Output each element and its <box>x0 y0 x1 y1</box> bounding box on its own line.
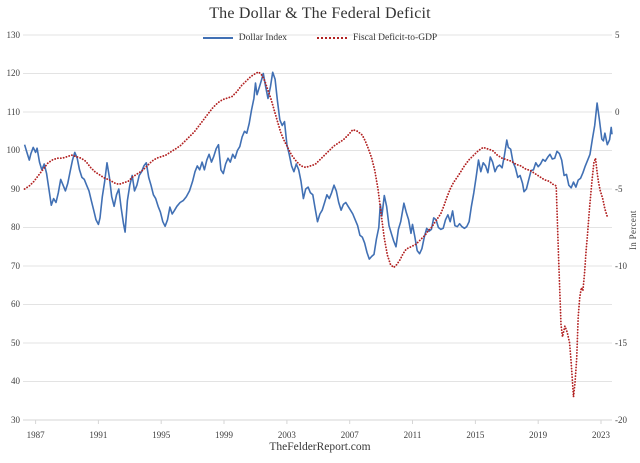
y-axis-label-left: 60 <box>11 299 20 309</box>
x-axis-label: 1991 <box>89 430 108 440</box>
legend-item-fiscal-deficit: Fiscal Deficit-to-GDP <box>317 33 437 43</box>
chart-title: The Dollar & The Federal Deficit <box>209 5 431 22</box>
y-axis-label-left: 120 <box>6 68 21 78</box>
x-axis-label: 2007 <box>340 430 359 440</box>
y-axis-label-right: 0 <box>615 106 620 117</box>
dollar-index-line-swatch-icon <box>202 37 233 39</box>
x-axis-label: 2011 <box>403 430 422 440</box>
fiscal-deficit-to-gdp-line <box>23 70 609 397</box>
y-axis-label-left: 110 <box>6 106 20 117</box>
right-axis-title: In Percent <box>628 210 638 250</box>
x-axis-label: 1999 <box>215 430 234 440</box>
x-axis-label: 1995 <box>152 430 171 440</box>
y-axis-label-right: -10 <box>615 260 627 271</box>
y-axis-label-right: 5 <box>615 29 620 40</box>
x-axis-label: 2003 <box>277 430 296 440</box>
y-axis-label-left: 70 <box>11 260 20 271</box>
x-axis-label: 2015 <box>466 430 485 440</box>
x-axis-label: 2023 <box>592 430 610 440</box>
y-axis-label-right: -5 <box>615 183 623 194</box>
y-axis-label-left: 130 <box>6 29 21 40</box>
y-axis-label-right: -15 <box>615 337 627 348</box>
y-axis-label-left: 40 <box>11 376 20 386</box>
x-axis-label: 2019 <box>529 430 548 440</box>
y-axis-label-right: -20 <box>615 414 627 425</box>
fiscal-deficit-line-swatch-icon <box>317 37 348 39</box>
x-axis-label: 1987 <box>26 430 45 440</box>
legend: Dollar Index Fiscal Deficit-to-GDP <box>0 31 640 45</box>
legend-item-dollar-index: Dollar Index <box>202 33 288 43</box>
y-axis-label-left: 100 <box>6 145 21 155</box>
y-axis-label-left: 30 <box>11 414 20 425</box>
legend-label-dollar-index: Dollar Index <box>238 33 288 43</box>
source-footer: TheFelderReport.com <box>269 441 371 453</box>
y-axis-label-left: 90 <box>11 183 20 194</box>
y-axis-label-left: 80 <box>11 222 20 232</box>
plot-area <box>23 34 613 424</box>
dollar-index-line <box>23 71 613 260</box>
y-axis-label-left: 50 <box>11 337 20 348</box>
legend-label-fiscal-deficit: Fiscal Deficit-to-GDP <box>353 33 438 43</box>
